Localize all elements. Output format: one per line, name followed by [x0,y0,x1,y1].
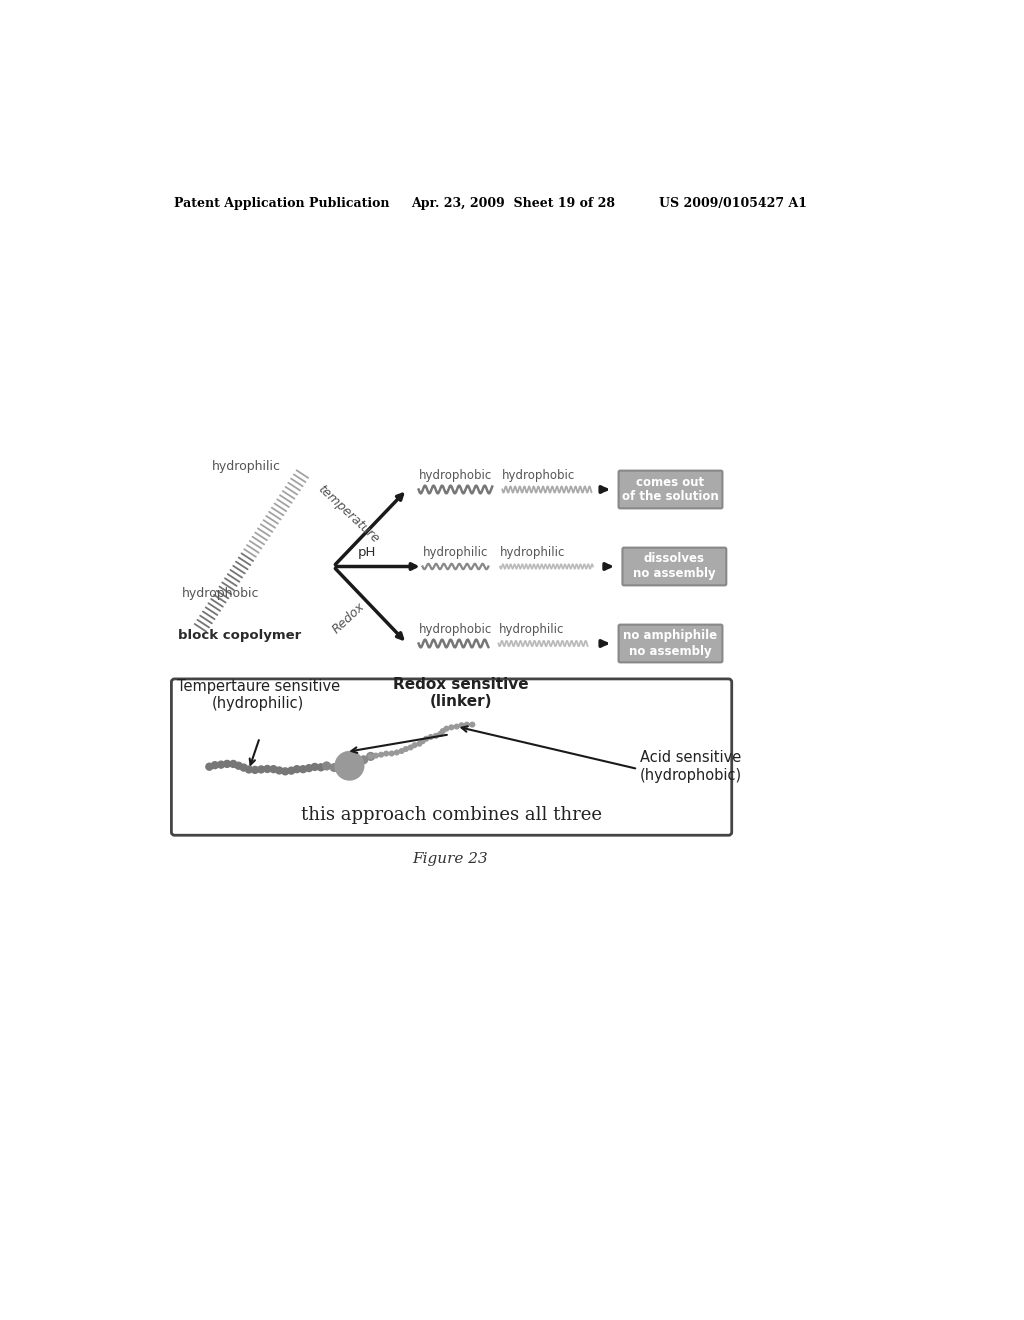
FancyBboxPatch shape [171,678,732,836]
Text: temperature: temperature [315,483,382,545]
Circle shape [270,766,278,772]
Circle shape [331,764,338,771]
Circle shape [444,726,449,731]
Circle shape [236,762,242,770]
Text: no amphiphile
no assembly: no amphiphile no assembly [624,630,718,657]
Text: dissolves
no assembly: dissolves no assembly [633,553,716,581]
Circle shape [336,752,364,780]
Circle shape [424,737,429,741]
Text: Tempertaure sensitive
(hydrophilic): Tempertaure sensitive (hydrophilic) [176,678,340,711]
Circle shape [324,763,330,770]
Circle shape [206,763,213,770]
Text: this approach combines all three: this approach combines all three [301,807,602,824]
Circle shape [305,764,312,772]
Circle shape [369,754,373,759]
Circle shape [217,762,224,768]
Circle shape [211,762,218,768]
Text: Patent Application Publication: Patent Application Publication [174,197,390,210]
Circle shape [367,752,375,760]
Circle shape [338,764,346,771]
Circle shape [246,766,252,774]
Circle shape [399,748,403,754]
FancyBboxPatch shape [618,471,722,508]
Circle shape [311,763,318,771]
Circle shape [359,756,368,763]
Circle shape [470,722,475,727]
Circle shape [252,767,258,774]
Circle shape [389,751,394,756]
Text: hydrophobic: hydrophobic [419,623,492,636]
Text: hydrophobic: hydrophobic [419,470,492,483]
Circle shape [450,725,454,730]
Circle shape [455,725,459,729]
Circle shape [394,750,399,755]
Circle shape [288,767,295,774]
Text: hydrophilic: hydrophilic [500,546,565,560]
Circle shape [413,743,417,747]
Circle shape [438,731,442,737]
Circle shape [417,742,422,746]
Circle shape [323,762,331,770]
Circle shape [379,752,383,756]
Circle shape [345,762,353,770]
Text: Redox sensitive
(linker): Redox sensitive (linker) [393,677,529,709]
Text: hydrophilic: hydrophilic [212,459,281,473]
Text: pH: pH [357,545,376,558]
FancyBboxPatch shape [618,624,722,663]
Text: Acid sensitive
(hydrophobic): Acid sensitive (hydrophobic) [640,751,741,783]
Circle shape [317,764,325,771]
Circle shape [403,747,409,751]
Text: hydrophilic: hydrophilic [499,623,564,636]
Text: hydrophobic: hydrophobic [182,587,260,601]
Circle shape [421,739,425,743]
Circle shape [465,722,469,727]
Circle shape [282,768,289,775]
FancyBboxPatch shape [623,548,726,585]
Circle shape [374,754,378,758]
Circle shape [275,767,283,774]
Circle shape [460,723,464,727]
Circle shape [300,766,306,772]
Text: hydrophobic: hydrophobic [503,470,575,483]
Circle shape [440,729,445,734]
Circle shape [229,760,237,767]
Circle shape [241,764,247,771]
Circle shape [294,766,300,772]
Text: Redox: Redox [330,601,368,636]
Circle shape [428,735,433,739]
Text: block copolymer: block copolymer [178,630,302,643]
Text: comes out
of the solution: comes out of the solution [623,475,719,503]
Text: US 2009/0105427 A1: US 2009/0105427 A1 [658,197,807,210]
Text: Figure 23: Figure 23 [412,853,487,866]
Circle shape [409,744,413,750]
Circle shape [264,766,270,772]
Circle shape [223,760,230,767]
Circle shape [384,751,388,756]
Circle shape [258,766,264,774]
Circle shape [433,734,438,738]
Circle shape [353,759,360,767]
Text: hydrophilic: hydrophilic [423,546,487,560]
Text: Apr. 23, 2009  Sheet 19 of 28: Apr. 23, 2009 Sheet 19 of 28 [411,197,614,210]
